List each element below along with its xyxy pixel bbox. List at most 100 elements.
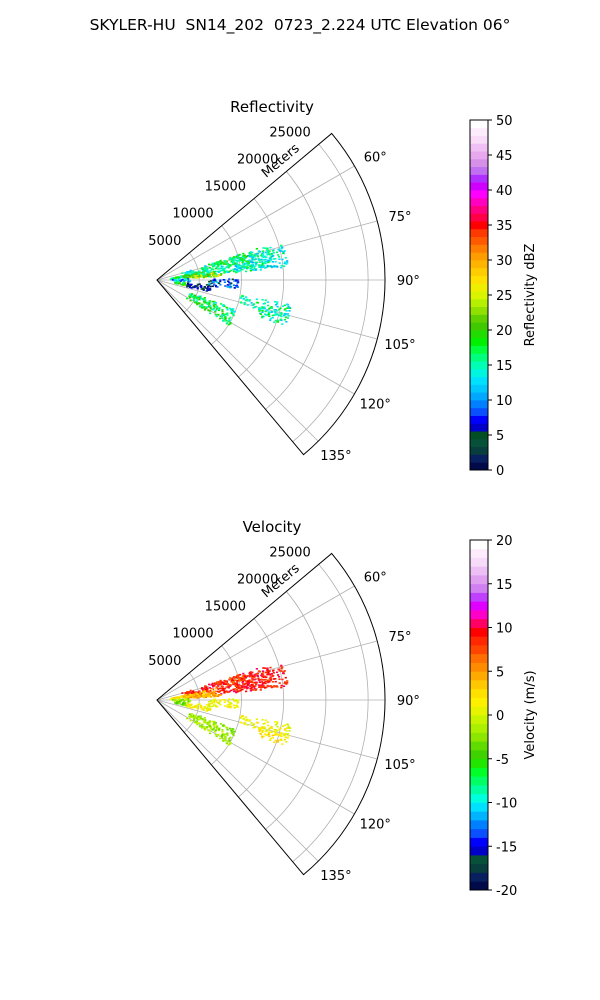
azimuth-line-135 (156, 699, 319, 862)
echo-gate (196, 287, 199, 290)
echo-gate (238, 674, 241, 676)
echo-gate (214, 267, 217, 270)
echo-gate (268, 250, 271, 252)
echo-gate (211, 281, 214, 283)
echo-gate (221, 314, 224, 316)
echo-gate (276, 723, 279, 725)
echo-gate (271, 255, 274, 258)
azimuth-tick-label: 120° (360, 818, 391, 833)
echo-gate (281, 743, 284, 745)
echo-gate (212, 304, 215, 307)
colorbar-segment (470, 127, 488, 136)
echo-gate (213, 278, 216, 280)
echo-gate (242, 677, 245, 679)
echo-gate (178, 277, 181, 280)
echo-gate (249, 685, 252, 687)
echo-gate (183, 276, 186, 278)
echo-gate (262, 676, 265, 679)
echo-gate (208, 301, 211, 303)
echo-gate (276, 321, 279, 323)
echo-gate (244, 266, 247, 268)
echo-gate (288, 310, 291, 312)
echo-gate (286, 304, 289, 306)
echo-gate (196, 302, 199, 305)
echo-gate (179, 699, 182, 702)
echo-gate (193, 721, 196, 724)
echo-gate (205, 710, 208, 712)
echo-gate (216, 281, 219, 283)
echo-gate (214, 302, 217, 304)
echo-gate (241, 676, 244, 679)
echo-gate (209, 732, 212, 735)
echo-gate (199, 274, 203, 276)
echo-gate (232, 259, 235, 262)
echo-gate (213, 284, 216, 286)
echo-gate (189, 299, 192, 302)
colorbar-segment (470, 680, 488, 690)
echo-gate (177, 281, 180, 283)
echo-gate (191, 295, 194, 298)
echo-field (169, 664, 292, 746)
echo-gate (186, 273, 189, 275)
echo-gate (274, 301, 277, 303)
echo-gate (209, 727, 212, 729)
echo-gate (279, 318, 282, 321)
echo-gate (232, 681, 235, 683)
echo-gate (268, 680, 271, 683)
echo-gate (233, 690, 237, 692)
echo-gate (247, 260, 250, 263)
echo-gate (262, 672, 265, 674)
echo-gate (203, 286, 206, 288)
echo-gate (217, 688, 220, 690)
colorbar-segment (470, 610, 488, 620)
echo-gate (269, 674, 272, 676)
echo-gate (208, 721, 211, 723)
echo-gate (204, 299, 207, 301)
echo-gate (233, 280, 236, 282)
echo-gate (262, 256, 265, 259)
echo-gate (188, 286, 191, 288)
echo-gate (235, 255, 238, 258)
echo-gate (257, 677, 260, 680)
echo-gate (249, 687, 252, 690)
echo-gate (180, 703, 183, 706)
echo-gate (266, 250, 269, 253)
echo-gate (230, 730, 233, 732)
echo-gate (285, 310, 288, 312)
echo-gate (281, 258, 284, 261)
echo-gate (225, 690, 228, 692)
echo-gate (191, 715, 194, 718)
echo-gate (196, 697, 199, 699)
echo-gate (191, 272, 194, 275)
colorbar-segment (470, 601, 488, 611)
echo-gate (276, 721, 279, 723)
echo-gate (215, 308, 219, 310)
colorbar-segment (470, 260, 488, 269)
echo-gate (259, 313, 263, 315)
echo-gate (251, 251, 254, 254)
echo-gate (248, 675, 251, 678)
colorbar-segment (470, 306, 488, 315)
echo-gate (261, 675, 264, 678)
echo-gate (235, 691, 238, 694)
echo-gate (264, 261, 267, 263)
echo-gate (287, 735, 290, 737)
colorbar-segment (470, 322, 488, 331)
echo-gate (287, 725, 290, 728)
echo-gate (214, 690, 217, 693)
echo-gate (258, 307, 261, 309)
colorbar-segment (470, 715, 488, 725)
echo-gate (204, 268, 207, 271)
echo-gate (195, 706, 198, 708)
echo-gate (260, 678, 263, 681)
echo-gate (278, 682, 281, 684)
echo-gate (220, 687, 223, 690)
echo-gate (188, 275, 191, 278)
echo-gate (209, 283, 212, 285)
echo-gate (245, 299, 248, 302)
echo-gate (272, 672, 275, 674)
echo-gate (242, 257, 245, 259)
echo-gate (189, 296, 192, 299)
echo-gate (261, 736, 264, 739)
echo-gate (258, 681, 261, 683)
